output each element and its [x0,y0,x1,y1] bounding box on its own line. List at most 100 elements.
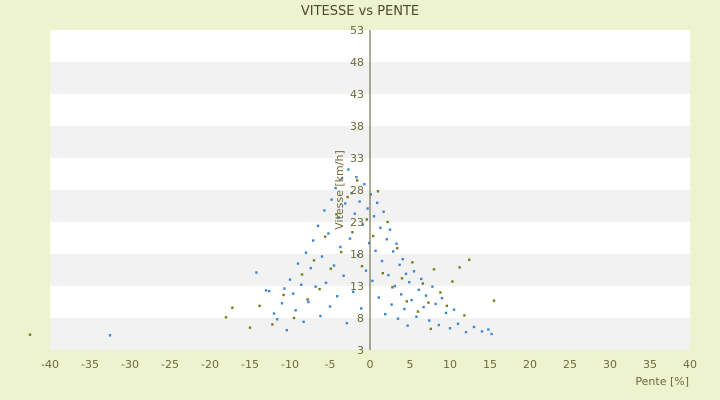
data-point-olive [231,306,234,309]
x-tick-label: 35 [643,358,657,371]
data-point-blue [324,281,328,284]
x-tick-labels: -40 -35 -30 -25 -20 -15 -10 -5 0 5 10 15 20 25 30 35 40 [41,358,697,371]
data-point-blue [309,266,312,270]
data-point-olive [405,300,408,303]
data-point-blue [255,271,258,274]
data-point-blue [304,251,308,254]
data-point-olive [445,304,448,308]
data-point-blue [431,285,434,288]
y-tick-label: 13 [350,280,364,293]
data-point-olive [271,323,274,326]
data-point-blue [276,318,279,321]
data-point-olive [324,235,327,238]
data-point-blue [350,192,353,195]
data-point-blue [410,298,413,302]
data-point-blue [363,183,366,186]
y-tick-label: 33 [350,152,364,165]
y-tick-label: 38 [350,120,364,133]
data-point-olive [421,282,424,285]
data-point-blue [448,327,452,330]
data-point-blue [390,303,393,306]
data-point-olive [28,333,32,336]
data-point-olive [346,195,349,199]
data-point-blue [348,237,352,240]
data-point-olive [306,298,309,301]
chart-title: VITESSE vs PENTE [301,4,419,19]
data-point-blue [360,307,363,310]
data-point-olive [335,213,338,216]
data-point-blue [428,319,431,322]
data-point-blue [334,186,337,190]
x-tick-label: -40 [41,358,59,371]
x-tick-label: -5 [325,358,336,371]
data-point-blue [283,287,286,290]
data-point-blue [264,289,268,292]
data-point-blue [300,283,303,286]
y-tick-label: 48 [350,56,364,69]
x-tick-label: -10 [281,358,299,371]
data-point-blue [356,254,360,257]
data-point-blue [369,193,372,196]
data-point-olive [329,267,332,270]
x-tick-label: 15 [483,358,497,371]
data-point-blue [307,300,310,304]
data-point-blue [314,285,317,288]
y-tick-label: 3 [357,344,364,357]
data-point-olive [360,264,364,268]
data-point-blue [344,202,347,205]
data-point-blue [376,201,379,204]
data-point-olive [432,268,436,271]
data-point-olive [248,326,252,329]
x-tick-label: 30 [603,358,617,371]
data-point-blue [302,320,305,324]
data-point-olive [463,314,466,317]
data-point-olive [312,259,316,262]
data-point-blue [296,262,300,265]
data-point-blue [339,245,342,249]
data-point-olive [429,327,432,331]
data-point-olive [391,286,394,289]
data-point-olive [372,234,375,238]
data-point-blue [323,209,326,212]
y-tick-label: 23 [350,216,364,229]
data-point-blue [342,274,345,277]
data-point-blue [330,198,333,201]
data-point-blue [366,207,369,210]
y-tick-label: 43 [350,88,364,101]
data-point-blue [358,200,361,203]
data-point-blue [388,228,392,231]
data-point-blue [408,280,411,284]
data-point-blue [380,259,384,263]
data-point-olive [381,272,384,275]
data-point-blue [385,238,388,241]
data-point-blue [319,314,322,318]
x-tick-label: 20 [523,358,537,371]
data-point-blue [398,263,401,267]
data-point-blue [384,312,387,316]
data-point-olive [427,301,430,304]
data-point-blue [406,324,409,327]
data-point-blue [424,294,428,297]
data-point-blue [316,224,320,228]
data-point-olive [365,218,368,221]
x-tick-label: 0 [367,358,374,371]
data-point-blue [412,270,416,273]
data-point-olive [376,190,380,193]
data-point-olive [458,266,461,269]
x-tick-label: -25 [161,358,179,371]
data-point-blue [392,250,395,253]
data-point-blue [480,330,484,333]
data-point-blue [395,242,398,245]
data-point-blue [328,305,332,308]
data-point-blue [288,278,292,281]
data-point-blue [440,296,444,300]
data-point-olive [356,179,359,182]
x-tick-label: 5 [407,358,414,371]
data-point-blue [361,223,364,226]
x-tick-label: 10 [443,358,457,371]
data-point-blue [393,284,396,288]
data-point-blue [487,328,490,331]
data-point-blue [444,311,448,315]
x-tick-label: -30 [121,358,139,371]
data-point-olive [318,288,321,291]
